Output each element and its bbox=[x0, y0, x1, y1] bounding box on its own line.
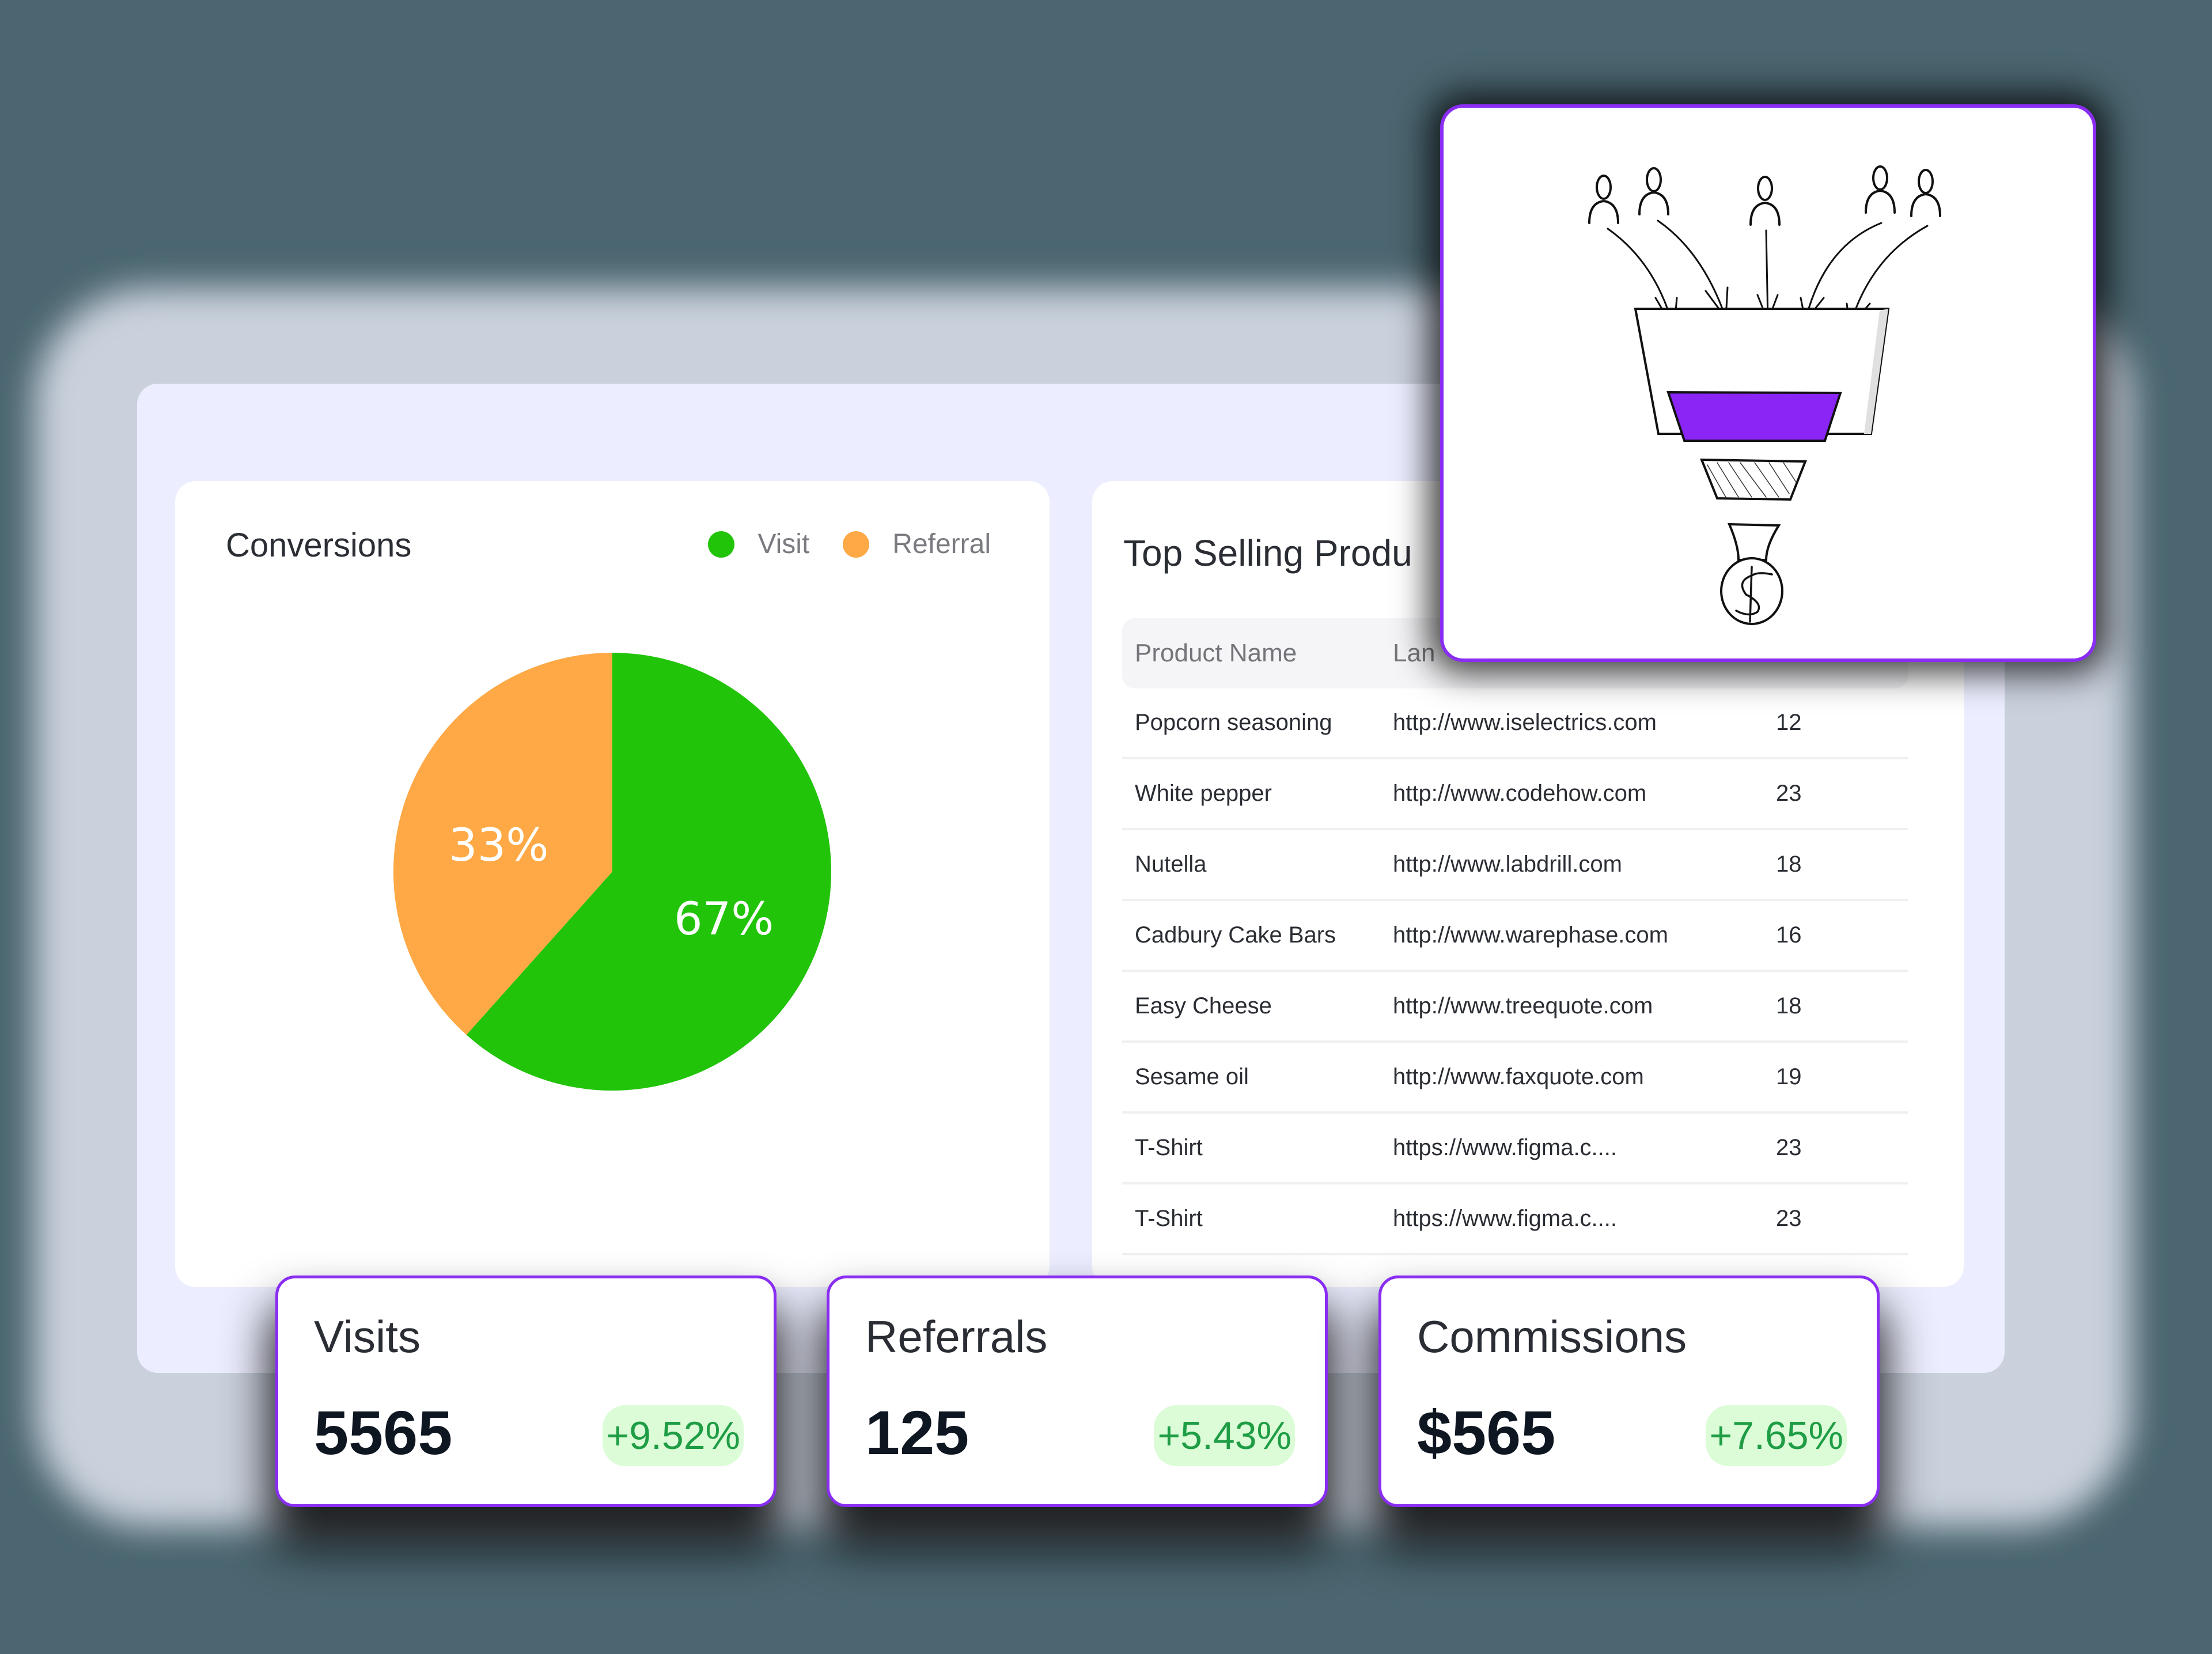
chart-legend: Visit Referral bbox=[675, 528, 991, 560]
legend-item-referral[interactable]: Referral bbox=[843, 528, 991, 560]
cell-url[interactable]: https://www.figma.c.... bbox=[1393, 1135, 1618, 1160]
stat-card-referrals[interactable]: Referrals 125 +5.43% bbox=[827, 1275, 1328, 1507]
table-row[interactable]: Cadbury Cake Bars http://www.warephase.c… bbox=[1122, 901, 1908, 972]
table-body: Popcorn seasoning http://www.iselectrics… bbox=[1122, 688, 1908, 1255]
legend-item-visit[interactable]: Visit bbox=[708, 528, 809, 560]
pie-slice-visit[interactable] bbox=[466, 653, 831, 1091]
cell-product-name: T-Shirt bbox=[1135, 1206, 1203, 1231]
user-icon bbox=[1910, 169, 1941, 217]
hatch-lines bbox=[1707, 462, 1797, 498]
stat-value: $565 bbox=[1417, 1398, 1556, 1467]
table-row[interactable]: Easy Cheese http://www.treequote.com 18 bbox=[1122, 972, 1908, 1043]
stat-label: Visits bbox=[314, 1311, 421, 1362]
user-icon bbox=[1749, 176, 1781, 226]
stat-value: 5565 bbox=[314, 1398, 453, 1467]
conversions-card: Conversions Visit Referral 67% 33% bbox=[175, 481, 1050, 1287]
table-row[interactable]: Nutella http://www.labdrill.com 18 bbox=[1122, 830, 1908, 901]
cell-count: 12 bbox=[1776, 710, 1802, 735]
conversions-title: Conversions bbox=[226, 527, 412, 564]
funnel-highlight-segment bbox=[1666, 391, 1842, 442]
cell-url[interactable]: http://www.labdrill.com bbox=[1393, 851, 1622, 877]
cell-product-name: Sesame oil bbox=[1135, 1064, 1249, 1089]
legend-label: Visit bbox=[757, 529, 810, 559]
change-badge: +5.43% bbox=[1154, 1405, 1295, 1466]
cell-url[interactable]: http://www.faxquote.com bbox=[1393, 1064, 1644, 1089]
cell-url[interactable]: http://www.iselectrics.com bbox=[1393, 710, 1657, 735]
user-icon bbox=[1588, 175, 1619, 224]
cell-count: 23 bbox=[1776, 1135, 1802, 1160]
top-selling-title: Top Selling Produ bbox=[1123, 532, 1412, 574]
table-row[interactable]: Sesame oil http://www.faxquote.com 19 bbox=[1122, 1043, 1908, 1114]
legend-dot-referral-icon bbox=[843, 531, 870, 558]
funnel-small-segment bbox=[1727, 523, 1781, 561]
pie-slice-referral[interactable] bbox=[393, 653, 612, 1035]
user-icon bbox=[1865, 165, 1896, 214]
cell-count: 23 bbox=[1776, 1206, 1802, 1231]
cell-url[interactable]: http://www.codehow.com bbox=[1393, 781, 1647, 806]
cell-product-name: White pepper bbox=[1135, 781, 1272, 806]
stat-card-commissions[interactable]: Commissions $565 +7.65% bbox=[1378, 1275, 1880, 1507]
conversions-pie-chart: 67% 33% bbox=[393, 653, 831, 1091]
pie-label-visit: 67% bbox=[674, 894, 774, 945]
cell-count: 18 bbox=[1776, 993, 1802, 1019]
cell-url[interactable]: http://www.warephase.com bbox=[1393, 922, 1668, 948]
table-row[interactable]: T-Shirt https://www.figma.c.... 23 bbox=[1122, 1114, 1908, 1184]
table-row[interactable]: Popcorn seasoning http://www.iselectrics… bbox=[1122, 688, 1908, 759]
user-icon bbox=[1638, 167, 1669, 215]
column-header-product-name[interactable]: Product Name bbox=[1135, 639, 1297, 667]
cell-product-name: T-Shirt bbox=[1135, 1135, 1203, 1160]
funnel-illustration-card bbox=[1440, 104, 2096, 662]
cell-product-name: Popcorn seasoning bbox=[1135, 710, 1332, 735]
cell-count: 23 bbox=[1776, 781, 1802, 806]
stat-label: Referrals bbox=[865, 1311, 1048, 1362]
cell-count: 16 bbox=[1776, 922, 1802, 948]
cell-count: 19 bbox=[1776, 1064, 1802, 1089]
change-badge: +7.65% bbox=[1706, 1405, 1847, 1466]
legend-label: Referral bbox=[892, 529, 991, 559]
legend-dot-visit-icon bbox=[708, 531, 735, 558]
column-header-landing[interactable]: Lan bbox=[1393, 639, 1435, 667]
cell-url[interactable]: https://www.figma.c.... bbox=[1393, 1206, 1618, 1231]
cell-url[interactable]: http://www.treequote.com bbox=[1393, 993, 1653, 1019]
cell-product-name: Cadbury Cake Bars bbox=[1135, 922, 1336, 948]
table-row[interactable]: White pepper http://www.codehow.com 23 bbox=[1122, 759, 1908, 830]
change-badge: +9.52% bbox=[603, 1405, 744, 1466]
cell-product-name: Easy Cheese bbox=[1135, 993, 1272, 1019]
funnel-illustration bbox=[1588, 165, 1941, 625]
stat-card-visits[interactable]: Visits 5565 +9.52% bbox=[275, 1275, 777, 1507]
cell-product-name: Nutella bbox=[1135, 851, 1207, 877]
cell-count: 18 bbox=[1776, 851, 1802, 877]
stat-value: 125 bbox=[865, 1398, 969, 1467]
stat-label: Commissions bbox=[1417, 1311, 1687, 1362]
dollar-coin-icon bbox=[1720, 557, 1783, 625]
pie-label-referral: 33% bbox=[449, 820, 549, 872]
table-row[interactable]: T-Shirt https://www.figma.c.... 23 bbox=[1122, 1184, 1908, 1255]
